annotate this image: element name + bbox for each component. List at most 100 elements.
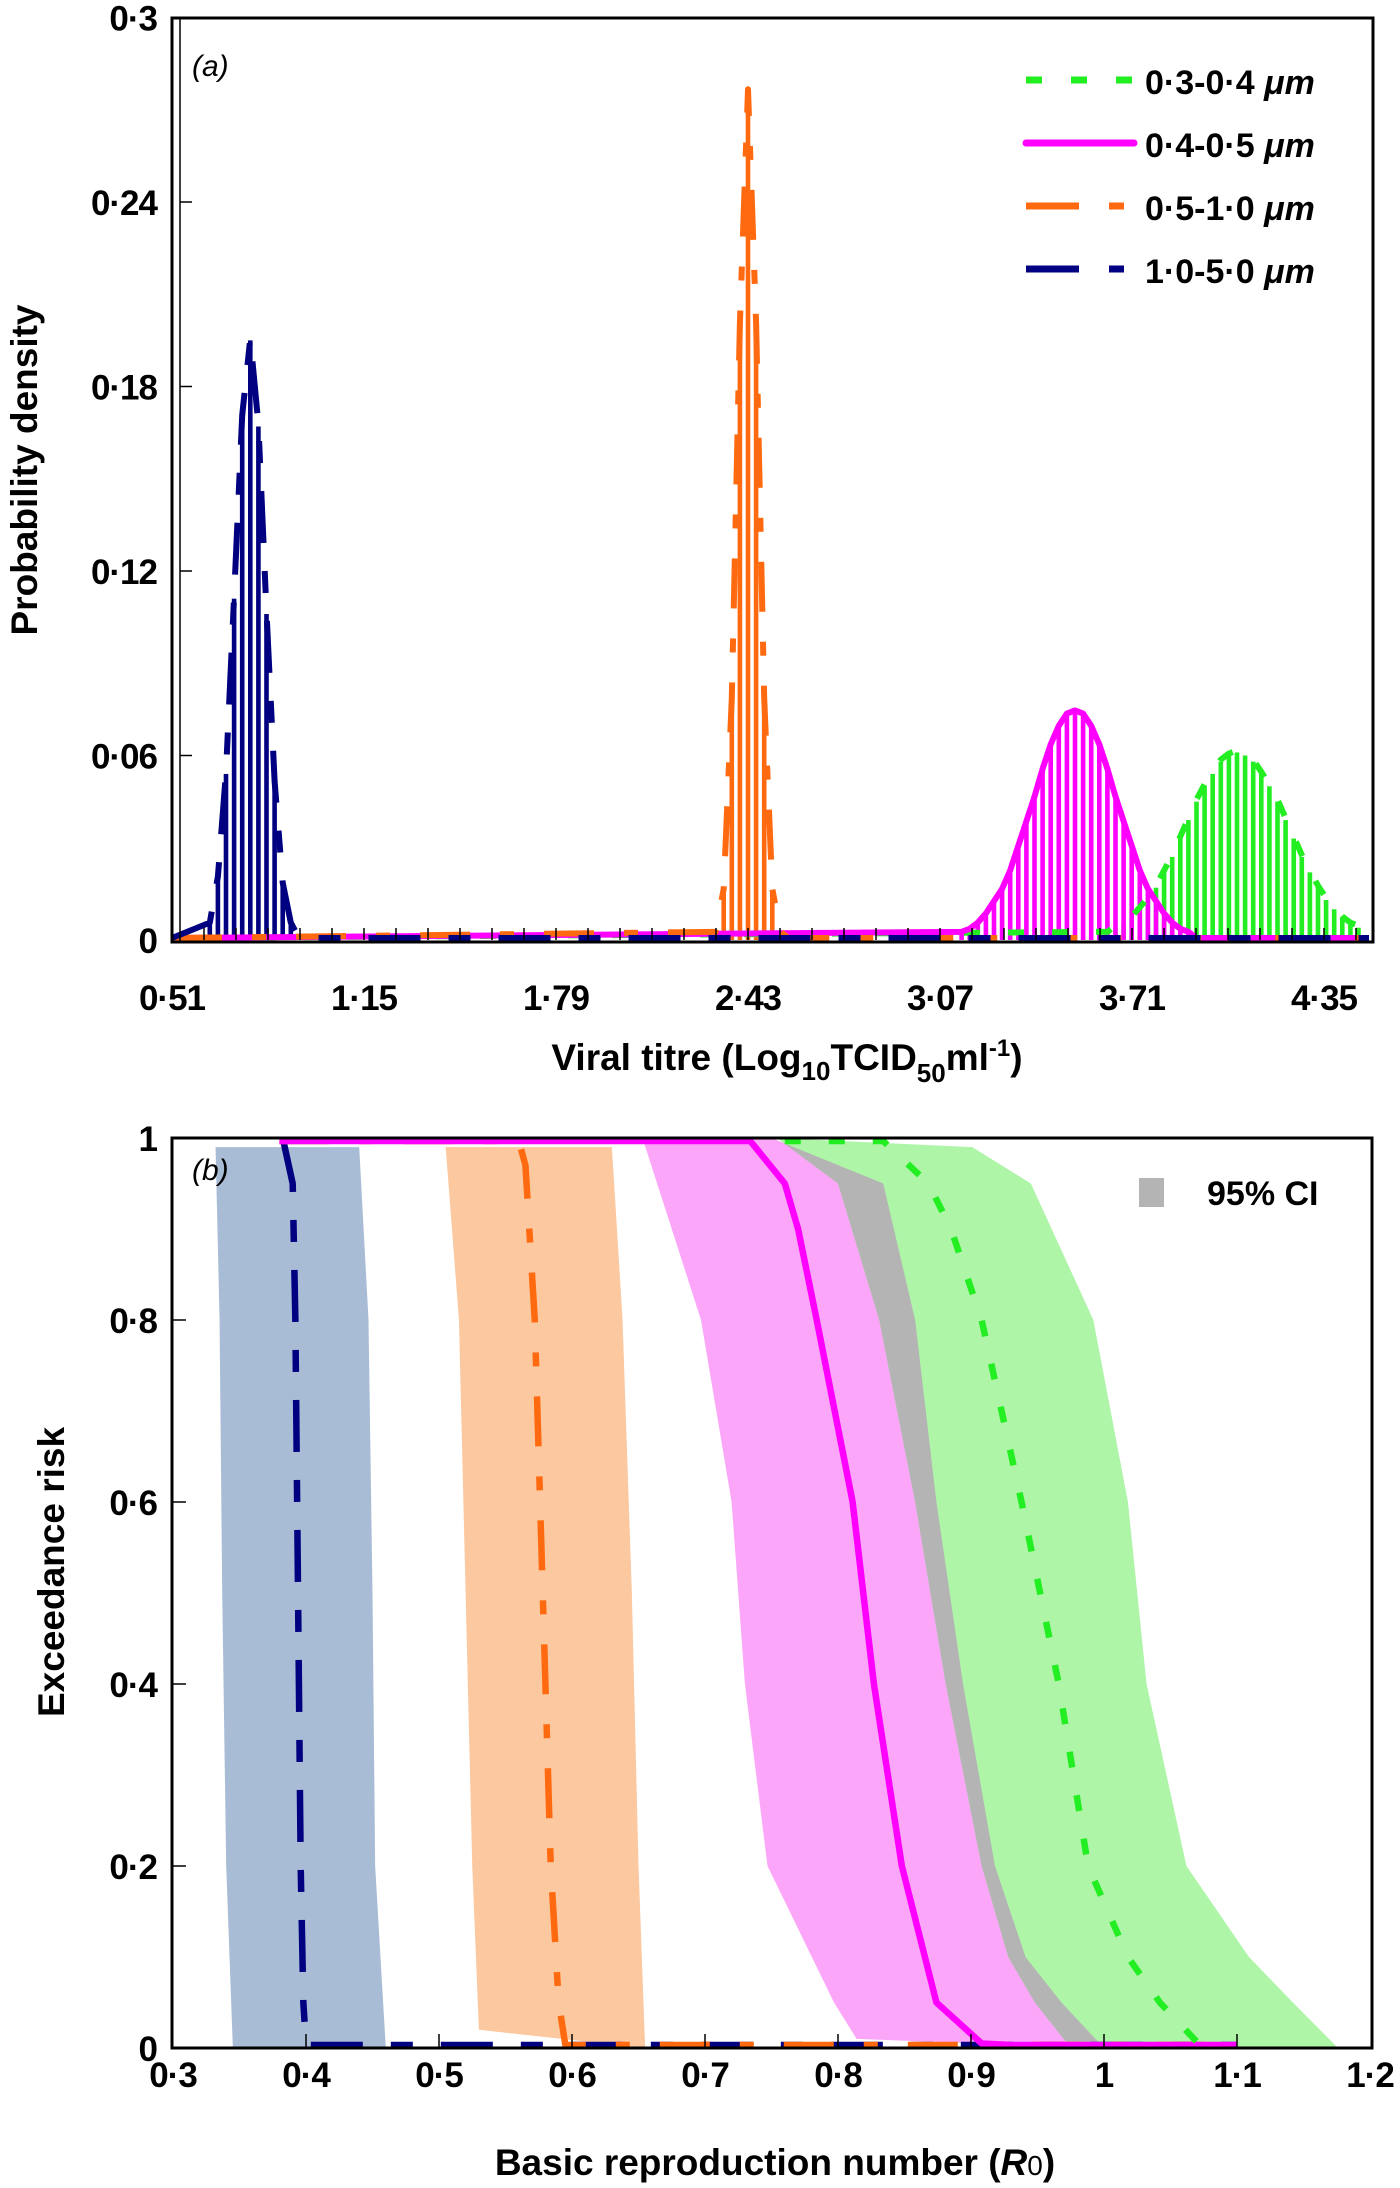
legend-label: 0·3-0·4 μm	[1145, 64, 1315, 102]
y-tick-label: 0·4	[109, 1666, 158, 1705]
y-tick-label: 0·24	[91, 184, 159, 223]
histogram-bar	[1275, 801, 1280, 940]
histogram-bar	[1048, 746, 1053, 940]
histogram-bar	[753, 325, 759, 940]
histogram-bar	[1145, 890, 1151, 940]
ci-band	[215, 1147, 386, 2048]
ci-bands	[215, 1138, 1339, 2048]
panel-label-b: (b)	[192, 1154, 229, 1187]
x-tick-label: 0·3	[149, 2056, 197, 2095]
histogram-bar	[1202, 786, 1207, 940]
median-curve	[784, 1137, 1203, 2048]
histogram-bar	[1210, 773, 1215, 940]
median-curves	[279, 1137, 1237, 2049]
histogram-bar	[223, 773, 229, 940]
y-tick-label: 0·12	[91, 553, 158, 592]
histogram-bar	[1307, 872, 1313, 940]
histogram-bar	[1105, 770, 1110, 940]
median-curve	[279, 1137, 1237, 2049]
y-tick-label: 0	[139, 922, 158, 961]
histogram-bar	[1315, 887, 1321, 940]
histogram-bar	[1267, 786, 1272, 940]
histogram-bar	[1088, 727, 1094, 940]
histogram-bar	[1169, 856, 1175, 940]
histogram-bar	[1186, 820, 1191, 940]
x-tick-label: 0·5	[415, 2056, 463, 2095]
x-tick-label: 2·43	[715, 979, 782, 1018]
histogram-bar	[729, 700, 735, 940]
histogram-bar	[280, 884, 285, 940]
histogram-bar	[1169, 924, 1175, 940]
y-tick-label: 1	[139, 1120, 158, 1159]
density-curves	[170, 86, 1370, 941]
histogram-bar	[1242, 755, 1248, 940]
panel-b-frame	[170, 1136, 1374, 2050]
histogram-bar	[1331, 909, 1337, 940]
histogram-bar	[1016, 847, 1021, 940]
y-axis-title-a: Probability density	[4, 304, 45, 635]
x-tick-label: 1·2	[1346, 2056, 1394, 2095]
x-tick-label: 0·7	[681, 2056, 729, 2095]
legend-item: 0·3-0·4 μm	[1026, 64, 1315, 102]
x-tick-label: 0·51	[139, 979, 206, 1018]
legend-item: 0·5-1·0 μm	[1026, 190, 1315, 228]
y-tick-label: 0·8	[109, 1302, 157, 1341]
y-tick-label: 0	[139, 2030, 158, 2069]
histogram-bar	[1129, 847, 1134, 940]
histogram-bar	[1259, 773, 1264, 940]
histogram-bar	[983, 915, 989, 940]
histogram-bar	[1161, 915, 1167, 940]
histogram-bar	[1348, 924, 1353, 940]
x-tick-label: 4·35	[1291, 979, 1358, 1018]
ci-band	[642, 1138, 1104, 2048]
histogram-bar	[1080, 715, 1086, 940]
histogram-bar	[207, 924, 213, 940]
y-tick-label: 0·3	[109, 0, 157, 39]
histogram-bar	[761, 700, 767, 940]
x-tick-label: 3·07	[907, 979, 973, 1018]
histogram-bar	[239, 417, 245, 940]
y-tick-label: 0·2	[109, 1848, 157, 1887]
histogram-bar	[1040, 770, 1045, 940]
histogram-bar	[1113, 798, 1118, 940]
axis-ticks: 0 0·2 0·4 0·6 0·8 1 0·3 0·4 0·5 0·6 0·7 0·8 0·9 1 1·1 1…	[109, 1120, 1395, 2095]
histogram-bar	[248, 340, 253, 940]
legend-label: 1·0-5·0 μm	[1145, 253, 1315, 291]
histogram-bar	[264, 614, 269, 940]
y-tick-label: 0·18	[91, 369, 158, 408]
histogram-bar	[1097, 746, 1102, 940]
histogram-bar	[737, 325, 743, 940]
ci-band	[445, 1147, 646, 2048]
histogram-bar	[721, 890, 726, 940]
histogram-bar	[1299, 856, 1305, 940]
histogram-bar	[1024, 823, 1029, 940]
histogram-bar	[1226, 755, 1232, 940]
histogram-bar	[256, 426, 261, 941]
histogram-bar	[288, 924, 294, 940]
histogram-bar	[1250, 761, 1256, 940]
panel-label-a: (a)	[192, 50, 229, 83]
histogram-bar	[215, 878, 221, 940]
histogram-bar	[770, 890, 775, 940]
histogram-bar	[272, 783, 277, 940]
x-tick-label: 1·79	[523, 979, 590, 1018]
histogram-bar	[1072, 712, 1078, 940]
histogram-bars	[207, 91, 1361, 941]
density-curve	[171, 707, 1369, 941]
panel-b-exceedance-risk: 0 0·2 0·4 0·6 0·8 1 0·3 0·4 0·5 0·6 0·7 0·8 0·9 1 1·1 1…	[31, 1120, 1395, 2183]
histogram-bar	[1161, 872, 1167, 940]
histogram-bar	[1007, 872, 1013, 940]
x-tick-label: 0·4	[282, 2056, 331, 2095]
legend: 0·3-0·4 μm 0·4-0·5 μm 0·5-1·0 μm 1·0-5·0 μm	[1022, 64, 1315, 291]
legend-label: 0·4-0·5 μm	[1145, 127, 1315, 165]
legend-item: 0·4-0·5 μm	[1022, 127, 1315, 165]
x-axis-title-a: Viral titre (Log10TCID50ml-1)	[551, 1035, 1022, 1088]
histogram-bar	[231, 598, 237, 940]
panel-a-probability-density: 0 0·06 0·12 0·18 0·24 0·3 0·51 1·15 1·79 2·43 3·07…	[4, 0, 1375, 1088]
histogram-bar	[959, 933, 964, 940]
histogram-bar	[1121, 823, 1126, 940]
histogram-bar	[1234, 752, 1240, 940]
histogram-bar	[1283, 820, 1288, 940]
axis-ticks: 0 0·06 0·12 0·18 0·24 0·3 0·51 1·15 1·79 2·43 3·07…	[91, 0, 1359, 1018]
median-curve	[279, 1137, 1237, 2049]
